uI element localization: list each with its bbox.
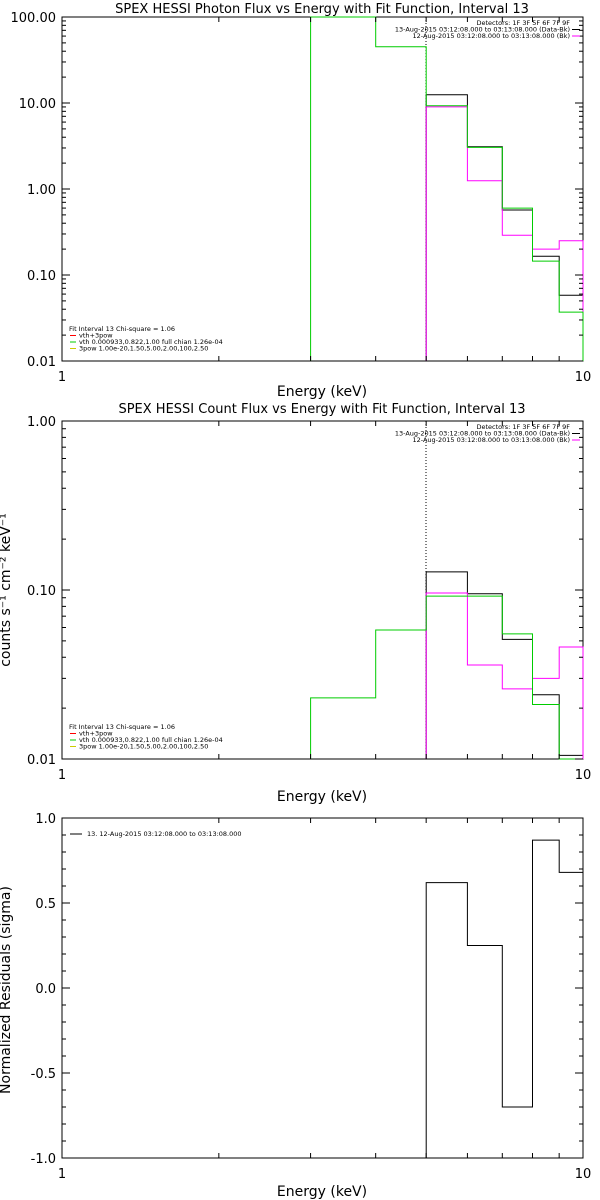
y-tick-label: 10.00 (19, 97, 56, 112)
photon-flux-xlabel: Energy (keV) (277, 384, 367, 400)
info-text-right: 13-Aug-2015 03:12:08.000 to 03:13:08.000… (395, 430, 570, 438)
info-text-left: vth 0.000933,0.822,1.00 full chian 1.26e… (79, 736, 223, 744)
series-step-line (425, 839, 583, 1158)
info-text-left: 3pow 1.00e-20,1.50,5.00,2.00,100,2.50 (79, 743, 208, 751)
y-tick-label: 0.10 (27, 584, 56, 599)
y-tick-label: 0.10 (27, 269, 56, 284)
series-step-line (425, 592, 584, 759)
x-tick-label: 1 (58, 1167, 66, 1182)
y-tick-label: 0.0 (35, 982, 56, 997)
info-text-right: Detectors: 1F 3F 5F 6F 7F 9F (476, 19, 570, 27)
info-text-right: 13-Aug-2015 03:12:08.000 to 03:13:08.000… (395, 26, 570, 34)
count-flux-plot-frame (61, 420, 584, 760)
info-text-left: vth+3pow (79, 332, 113, 340)
x-tick-label: 1 (58, 768, 66, 783)
info-text-left: Fit Interval 13 Chi-square = 1.06 (69, 325, 175, 333)
x-tick-label: 10 (575, 768, 592, 783)
series-step-line (425, 571, 584, 759)
info-text-left: vth 0.000933,0.822,1.00 full chian 1.26e… (79, 338, 223, 346)
x-tick-label: 10 (575, 1167, 592, 1182)
count-flux-xlabel: Energy (keV) (277, 789, 367, 805)
photon-flux-title: SPEX HESSI Photon Flux vs Energy with Fi… (115, 2, 529, 17)
series-step-line (425, 94, 584, 361)
series-step-line (425, 106, 584, 361)
series-step-line (310, 595, 583, 760)
series-step-line (310, 16, 584, 361)
residuals-ylabel: Normalized Residuals (sigma) (0, 886, 14, 1094)
photon-flux-plot-frame (61, 16, 584, 362)
y-tick-label: 0.01 (27, 753, 56, 768)
y-tick-label: -0.5 (31, 1067, 56, 1082)
y-tick-label: -1.0 (31, 1152, 56, 1167)
info-text-left: vth+3pow (79, 730, 113, 738)
y-tick-label: 0.5 (35, 897, 56, 912)
count-flux-title: SPEX HESSI Count Flux vs Energy with Fit… (118, 402, 525, 417)
info-text-right: Detectors: 1F 3F 5F 6F 7F 9F (476, 423, 570, 431)
info-text-right: 12-Aug-2015 03:12:08.000 to 03:13:08.000… (413, 32, 570, 40)
residuals-panel: -1.0 -0.5 0.0 0.5 1.0 1 10 13. 12-Aug-2015 03:1… (0, 812, 591, 1200)
info-text-right: 12-Aug-2015 03:12:08.000 to 03:13:08.000… (413, 436, 570, 444)
info-text-left: Fit Interval 13 Chi-square = 1.06 (69, 723, 175, 731)
count-flux-panel: SPEX HESSI Count Flux vs Energy with Fit… (0, 402, 591, 805)
y-tick-label: 0.01 (27, 355, 56, 370)
x-tick-label: 1 (58, 370, 66, 385)
y-tick-label: 1.00 (27, 415, 56, 430)
y-tick-label: 1.00 (27, 183, 56, 198)
info-text-left: 3pow 1.00e-20,1.50,5.00,2.00,100,2.50 (79, 345, 208, 353)
y-tick-label: 1.0 (35, 812, 56, 827)
count-flux-ylabel: counts s⁻¹ cm⁻² keV⁻¹ (0, 513, 14, 667)
y-tick-label: 100.00 (11, 11, 57, 26)
x-tick-label: 10 (575, 370, 592, 385)
photon-flux-panel: SPEX HESSI Photon Flux vs Energy with Fi… (11, 2, 592, 400)
info-text-left: 13. 12-Aug-2015 03:12:08.000 to 03:13:08… (87, 830, 242, 838)
residuals-xlabel: Energy (keV) (277, 1184, 367, 1200)
